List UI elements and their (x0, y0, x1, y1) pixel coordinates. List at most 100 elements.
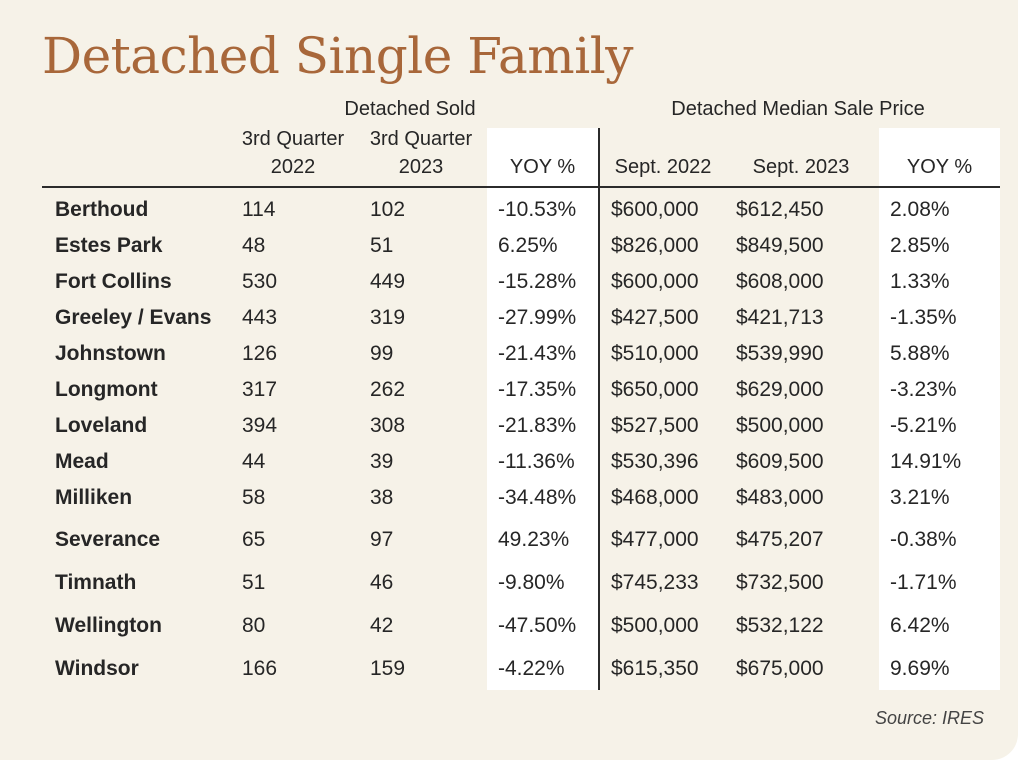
table-row: Mead 44 39 -11.36% $530,396 $609,500 14.91% (0, 444, 1018, 480)
column-group-divider (598, 128, 600, 690)
price-2022-cell: $510,000 (611, 342, 699, 365)
table-row: Wellington 80 42 -47.50% $500,000 $532,122 6.4… (0, 608, 1018, 644)
sold-2022-cell: 51 (242, 571, 266, 594)
table-row: Milliken 58 38 -34.48% $468,000 $483,000 3.21% (0, 480, 1018, 516)
table-row: Severance 65 97 49.23% $477,000 $475,207 -0.38… (0, 522, 1018, 558)
header-detached-median-price: Detached Median Sale Price (671, 98, 925, 120)
table-row: Timnath 51 46 -9.80% $745,233 $732,500 -1.71% (0, 565, 1018, 601)
sold-2022-cell: 443 (242, 306, 278, 329)
price-2022-cell: $500,000 (611, 614, 699, 637)
price-yoy-cell: -1.35% (890, 306, 957, 329)
price-2022-cell: $530,396 (611, 450, 699, 473)
price-2023-cell: $532,122 (736, 614, 824, 637)
header-detached-sold: Detached Sold (344, 98, 476, 120)
price-2023-cell: $421,713 (736, 306, 824, 329)
sold-2022-cell: 58 (242, 486, 266, 509)
sold-2022-cell: 48 (242, 234, 266, 257)
city-cell: Severance (55, 528, 161, 551)
price-2023-cell: $732,500 (736, 571, 824, 594)
sold-2022-cell: 114 (242, 198, 276, 221)
sold-yoy-cell: -11.36% (498, 450, 575, 473)
table-row: Johnstown 126 99 -21.43% $510,000 $539,990 5.8… (0, 336, 1018, 372)
table-row: Loveland 394 308 -21.83% $527,500 $500,000 -5.… (0, 408, 1018, 444)
sold-2022-cell: 65 (242, 528, 266, 551)
sold-2023-cell: 319 (370, 306, 406, 329)
city-cell: Estes Park (55, 234, 163, 257)
price-2023-cell: $675,000 (736, 657, 824, 680)
header-sept-2023: Sept. 2023 (752, 156, 850, 178)
price-2022-cell: $615,350 (611, 657, 699, 680)
price-2022-cell: $468,000 (611, 486, 699, 509)
price-yoy-cell: 2.08% (890, 198, 950, 221)
price-yoy-cell: 2.85% (890, 234, 950, 257)
header-q3-2023-line1: 3rd Quarter (369, 128, 473, 150)
sold-2023-cell: 262 (370, 378, 406, 401)
price-2022-cell: $650,000 (611, 378, 699, 401)
price-2023-cell: $475,207 (736, 528, 824, 551)
city-cell: Berthoud (55, 198, 149, 221)
sold-yoy-cell: -4.22% (498, 657, 565, 680)
city-cell: Mead (55, 450, 109, 473)
price-2022-cell: $527,500 (611, 414, 699, 437)
price-yoy-cell: 3.21% (890, 486, 950, 509)
sold-2023-cell: 51 (370, 234, 394, 257)
city-cell: Fort Collins (55, 270, 172, 293)
sold-2023-cell: 97 (370, 528, 394, 551)
sold-2022-cell: 530 (242, 270, 278, 293)
table-row: Fort Collins 530 449 -15.28% $600,000 $608,00… (0, 264, 1018, 300)
sold-2023-cell: 42 (370, 614, 394, 637)
header-q3-2022-line2: 2022 (270, 156, 316, 178)
price-yoy-cell: 1.33% (890, 270, 950, 293)
sold-2022-cell: 317 (242, 378, 278, 401)
price-yoy-cell: -5.21% (890, 414, 957, 437)
price-2023-cell: $500,000 (736, 414, 824, 437)
sold-2023-cell: 99 (370, 342, 394, 365)
price-yoy-cell: 14.91% (890, 450, 962, 473)
city-cell: Milliken (55, 486, 133, 509)
header-q3-2023-line2: 2023 (398, 156, 444, 178)
city-cell: Timnath (55, 571, 137, 594)
price-2023-cell: $612,450 (736, 198, 824, 221)
price-2023-cell: $849,500 (736, 234, 824, 257)
sold-yoy-cell: -17.35% (498, 378, 577, 401)
header-yoy-sold: YOY % (509, 156, 576, 178)
sold-2022-cell: 166 (242, 657, 278, 680)
city-cell: Longmont (55, 378, 158, 401)
city-cell: Windsor (55, 657, 139, 680)
sold-2023-cell: 159 (370, 657, 406, 680)
sold-yoy-cell: -47.50% (498, 614, 577, 637)
price-2022-cell: $745,233 (611, 571, 699, 594)
header-divider (42, 186, 1000, 188)
price-2022-cell: $600,000 (611, 270, 699, 293)
price-2022-cell: $826,000 (611, 234, 699, 257)
price-2023-cell: $609,500 (736, 450, 824, 473)
table-row: Windsor 166 159 -4.22% $615,350 $675,000 9.69% (0, 651, 1018, 687)
table-row: Estes Park 48 51 6.25% $826,000 $849,500 2.85% (0, 228, 1018, 264)
sold-yoy-cell: 6.25% (498, 234, 558, 257)
price-2023-cell: $629,000 (736, 378, 824, 401)
table-row: Berthoud 114 102 -10.53% $600,000 $612,450 2.0… (0, 192, 1018, 228)
price-yoy-cell: 5.88% (890, 342, 950, 365)
price-yoy-cell: -3.23% (890, 378, 957, 401)
price-2022-cell: $600,000 (611, 198, 699, 221)
price-yoy-cell: -1.71% (890, 571, 957, 594)
city-cell: Greeley / Evans (55, 306, 212, 329)
page-title: Detached Single Family (42, 27, 633, 85)
table-row: Greeley / Evans 443 319 -27.99% $427,500 $421… (0, 300, 1018, 336)
price-2023-cell: $608,000 (736, 270, 824, 293)
price-yoy-cell: 6.42% (890, 614, 950, 637)
sold-2022-cell: 80 (242, 614, 266, 637)
table-row: Longmont 317 262 -17.35% $650,000 $629,000 -3.… (0, 372, 1018, 408)
sold-2023-cell: 308 (370, 414, 406, 437)
sold-yoy-cell: -27.99% (498, 306, 577, 329)
price-yoy-cell: 9.69% (890, 657, 950, 680)
city-cell: Johnstown (55, 342, 166, 365)
sold-yoy-cell: -21.43% (498, 342, 577, 365)
sold-2023-cell: 102 (370, 198, 406, 221)
yoy-sold-band (487, 128, 598, 690)
sold-2023-cell: 449 (370, 270, 406, 293)
price-2023-cell: $483,000 (736, 486, 824, 509)
sold-2022-cell: 44 (242, 450, 266, 473)
